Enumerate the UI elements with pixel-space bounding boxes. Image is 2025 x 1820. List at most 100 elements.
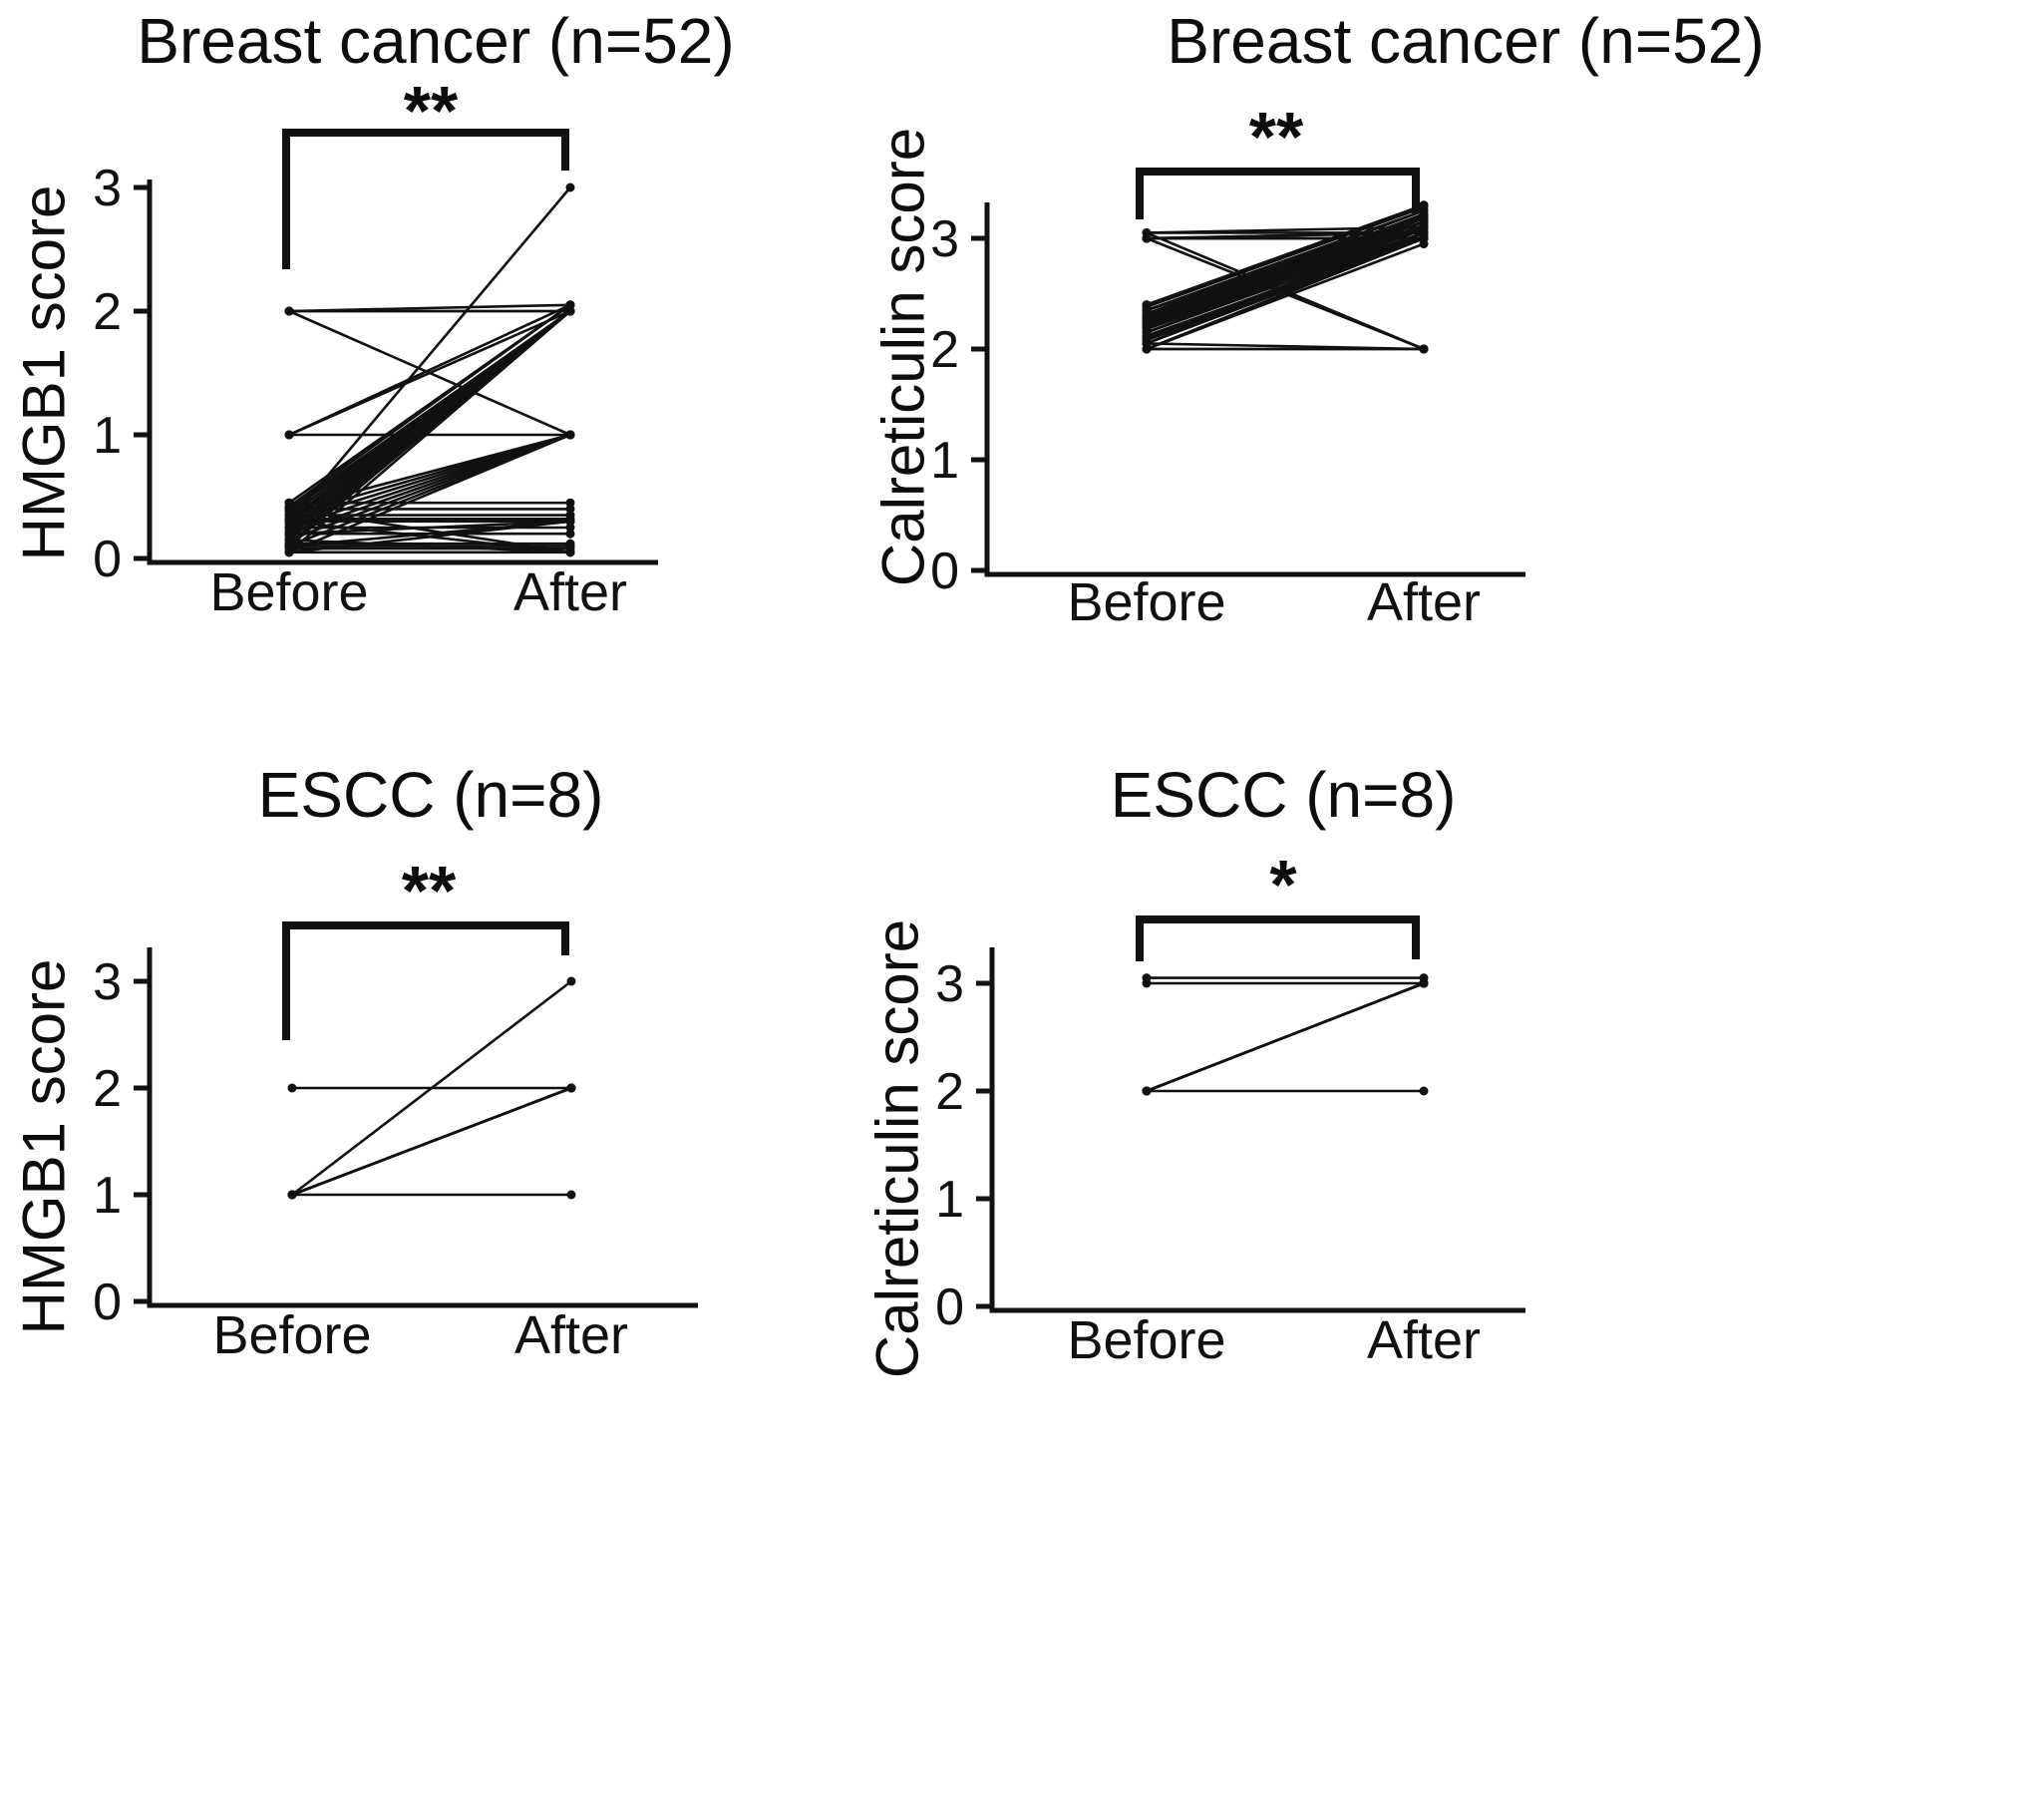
panel3-significance-stars: **	[401, 852, 457, 929]
panel1-after-point	[565, 511, 575, 521]
panel4-axes	[989, 947, 1525, 1313]
panel1-after-point	[565, 529, 575, 539]
panel2-before-point	[1142, 322, 1152, 332]
panel3-after-point	[566, 1083, 576, 1093]
panel2-pair-line	[1146, 205, 1425, 309]
panel2-after-point	[1419, 344, 1429, 354]
panel1-pair-line	[288, 186, 571, 523]
panel4-ytick-label: 2	[935, 1063, 964, 1121]
panel1-before-point	[284, 529, 294, 539]
panel1-before-point	[284, 430, 294, 440]
panel3-ytick-label: 3	[93, 953, 122, 1011]
panel4-ytick-label: 0	[935, 1278, 964, 1336]
panel2-after-point	[1419, 200, 1429, 210]
panel1-title: Breast cancer (n=52)	[137, 5, 735, 77]
panel3-pair-line	[291, 1086, 572, 1197]
panel4-before-point	[1142, 1086, 1152, 1096]
panel1-significance-bracket	[282, 129, 569, 269]
panel1-ytick-label: 2	[93, 283, 122, 341]
panel1-category-label: After	[513, 562, 627, 622]
panel1-before-point	[284, 535, 294, 545]
panel2-pair-line	[1146, 225, 1425, 334]
panel1-after-point	[565, 504, 575, 514]
panel3-significance-bracket	[282, 921, 569, 1040]
panel1-after-point	[565, 430, 575, 440]
panel1-after-point	[565, 547, 575, 557]
panel1-category-label: Before	[209, 562, 368, 622]
panel4-significance-star: *	[1269, 846, 1297, 923]
panel1-pair-line	[288, 520, 571, 536]
panel3-axes	[147, 947, 698, 1308]
panel1-pair-line	[288, 508, 571, 554]
panel2-ytick-label: 2	[930, 321, 959, 379]
panel3-ytick-label: 2	[93, 1060, 122, 1118]
panel2-ytick-label: 0	[930, 543, 959, 600]
panel2-y-axis-label: Calreticulin score	[869, 127, 937, 587]
panel2-axes	[984, 202, 1525, 577]
panel4-category-label: After	[1367, 1310, 1481, 1370]
panel2-pair-line	[1146, 242, 1425, 351]
panel2-before-point	[1142, 305, 1152, 315]
panel1-before-point	[284, 517, 294, 527]
panel2-before-point	[1142, 333, 1152, 343]
panel3-after-point	[566, 1190, 576, 1200]
panel1-before-point	[284, 306, 294, 316]
panel1-after-point	[565, 182, 575, 192]
panel4-ytick-label: 1	[935, 1171, 964, 1229]
panel1-ytick-label: 1	[93, 407, 122, 465]
panel1-before-point	[284, 504, 294, 514]
panel1-pair-line	[288, 520, 571, 554]
panel1-after-point	[565, 306, 575, 316]
panel2-pair-line	[1146, 214, 1425, 329]
panel1-after-point	[565, 539, 575, 548]
panel2-pair-line	[1146, 231, 1425, 340]
panel1-pair-line	[288, 539, 571, 554]
panel1-pair-line	[288, 309, 571, 517]
panel2-pair-line	[1146, 231, 1425, 351]
panel1-before-point	[284, 547, 294, 557]
panel3-title: ESCC (n=8)	[257, 759, 604, 831]
panel1-pair-line	[288, 303, 571, 505]
panel2-title: Breast cancer (n=52)	[1167, 5, 1765, 77]
panel1-before-point	[284, 498, 294, 508]
panel4-before-point	[1142, 973, 1152, 983]
panel3-ytick-label: 0	[93, 1274, 122, 1331]
panel2-after-point	[1419, 211, 1429, 221]
panel3-ytick-label: 1	[93, 1167, 122, 1225]
panel1-before-point	[284, 511, 294, 521]
panel2-after-point	[1419, 239, 1429, 249]
panel1-axes	[147, 180, 658, 565]
panel3-before-point	[287, 1190, 297, 1200]
panel4-after-point	[1419, 1086, 1429, 1096]
panel3-after-point	[566, 976, 576, 986]
panel3-category-label: Before	[212, 1305, 371, 1365]
panel2-pair-line	[1146, 342, 1425, 351]
panel2-ytick-label: 1	[930, 432, 959, 490]
panel1-before-point	[284, 542, 294, 551]
panel2-ytick-label: 3	[930, 210, 959, 268]
panel1-after-point	[565, 300, 575, 310]
panel3-category-label: After	[514, 1305, 628, 1365]
panel4-significance-bracket	[1136, 915, 1420, 961]
panel4-ytick-label: 3	[935, 955, 964, 1013]
panel4-y-axis-label: Calreticulin score	[863, 918, 931, 1379]
panel1-before-point	[284, 523, 294, 533]
panel2-significance-bracket	[1136, 168, 1420, 219]
panel1-ytick-label: 3	[93, 160, 122, 217]
panel1-significance-stars: **	[403, 72, 459, 150]
panel4-title: ESCC (n=8)	[1110, 759, 1457, 831]
panel1-after-point	[565, 523, 575, 533]
panel2-significance-stars: **	[1248, 98, 1304, 176]
panel2-before-point	[1142, 227, 1152, 237]
panel2-after-point	[1419, 227, 1429, 237]
panel3-y-axis-label: HMGB1 score	[10, 958, 78, 1335]
panel2-pair-line	[1146, 220, 1425, 312]
panel1-pair-line	[288, 303, 571, 313]
panel1-after-point	[565, 498, 575, 508]
panel1-pair-line	[288, 309, 571, 536]
panel1-after-point	[565, 517, 575, 527]
panel1-y-axis-label: HMGB1 score	[10, 184, 78, 561]
panel4-after-point	[1419, 978, 1429, 988]
